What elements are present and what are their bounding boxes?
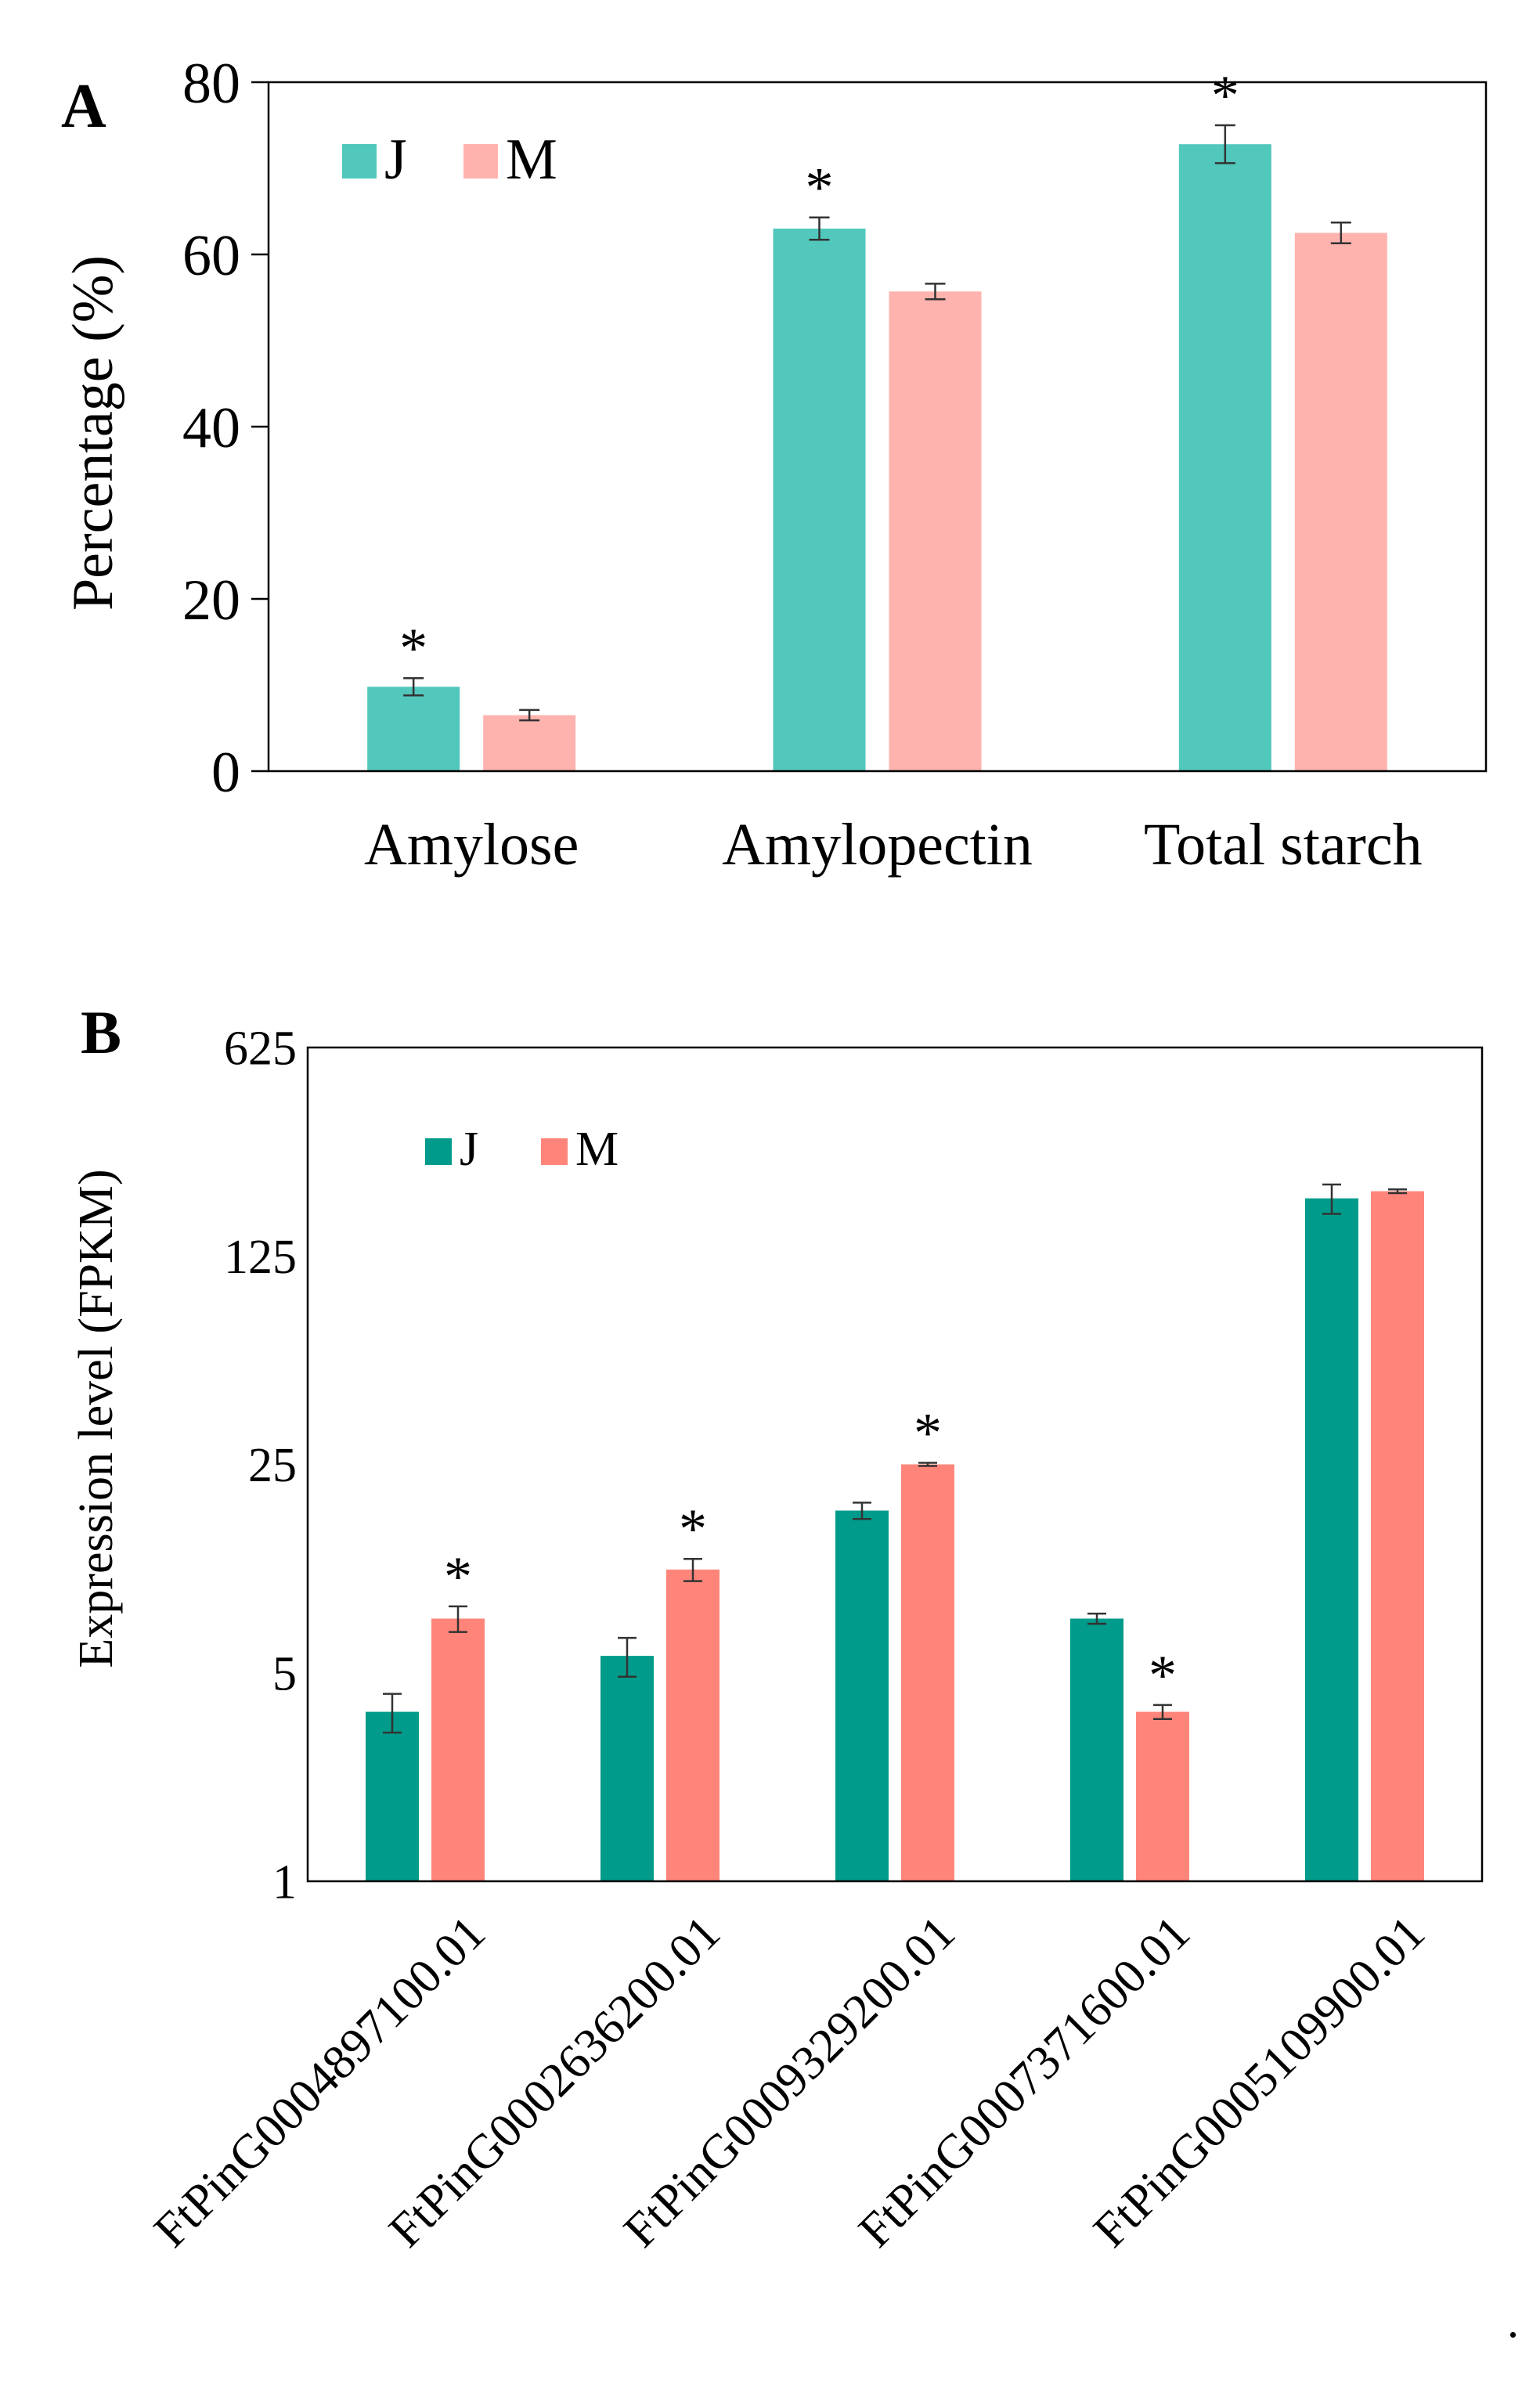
bar-M-4 [1136, 1711, 1189, 1881]
panel-a-label: A [61, 72, 106, 141]
bar-J-1 [367, 687, 460, 771]
legend-label-M: M [575, 1123, 619, 1176]
y-tick-label: 5 [272, 1647, 297, 1700]
bar-J-2 [600, 1656, 654, 1881]
panel-b-y-ticks: 1 5 25 125 625 [224, 1022, 297, 1909]
legend-swatch-M [463, 144, 498, 178]
panel-a-x-tick-labels: Amylose Amylopectin Total starch [364, 812, 1423, 878]
bar-J-3 [1178, 144, 1271, 771]
y-tick-label: 20 [182, 568, 240, 633]
significance-star: * [806, 157, 834, 219]
x-tick-label: Total starch [1144, 812, 1423, 878]
y-tick-label: 125 [224, 1231, 297, 1284]
panel-a-plot-frame [267, 81, 1488, 773]
significance-star: * [1211, 64, 1239, 127]
x-tick-label: Amylose [364, 812, 579, 878]
y-tick-label: 60 [182, 224, 240, 288]
bar-M-1 [483, 715, 576, 771]
significance-star: * [444, 1545, 472, 1608]
panel-a-y-axis-label: Percentage (%) [61, 255, 125, 611]
legend-label-M: M [506, 128, 557, 192]
panel-b-y-axis-label: Expression level (FPKM) [70, 1169, 123, 1668]
bar-J-5 [1305, 1198, 1358, 1881]
bar-J-3 [835, 1510, 889, 1881]
bar-M-2 [889, 291, 982, 771]
legend-swatch-J [342, 144, 377, 178]
bar-J-4 [1070, 1618, 1123, 1881]
legend-swatch-M [541, 1138, 568, 1165]
bar-M-3 [901, 1464, 954, 1881]
significance-star: * [1149, 1644, 1177, 1707]
y-tick-label: 25 [248, 1439, 297, 1492]
bar-M-5 [1371, 1191, 1424, 1881]
y-tick-label: 625 [224, 1022, 297, 1076]
significance-star: * [914, 1402, 942, 1465]
legend-label-J: J [384, 128, 407, 192]
panel-b-bars: * * * * [366, 1183, 1424, 1881]
bar-J-2 [773, 229, 866, 771]
y-tick-label: 1 [272, 1856, 297, 1909]
x-tick-label: Amylopectin [722, 812, 1033, 878]
legend-swatch-J [425, 1138, 452, 1165]
significance-star: * [399, 617, 427, 680]
y-tick-label: 40 [182, 396, 240, 460]
panel-b-plot-frame [306, 1046, 1484, 1883]
bar-J-1 [366, 1711, 419, 1881]
legend-label-J: J [460, 1123, 478, 1176]
y-tick-label: 0 [211, 741, 240, 805]
panel-b-label: B [81, 998, 121, 1066]
significance-star: * [679, 1498, 707, 1560]
bar-M-3 [1294, 233, 1387, 771]
bar-M-2 [666, 1569, 720, 1881]
panel-a-bars: * * * [367, 64, 1387, 771]
bar-M-1 [431, 1618, 485, 1881]
panel-a-y-ticks: 0 20 40 60 80 [182, 52, 269, 805]
trailing-mark: . [1507, 2295, 1519, 2347]
panel-b-x-tick-labels: FtPinG0004897100.01FtPinG0002636200.01Ft… [144, 1906, 1435, 2258]
y-tick-label: 80 [182, 52, 240, 116]
